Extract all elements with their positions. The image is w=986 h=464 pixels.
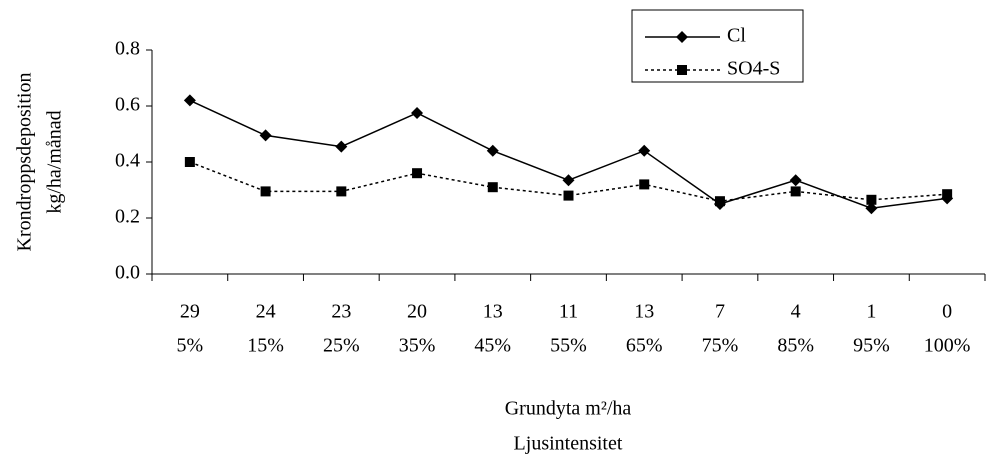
marker [184,157,195,167]
x-tick-sublabel: 100% [924,335,971,357]
marker [486,144,499,157]
marker [412,168,423,179]
marker [259,129,272,142]
x-tick-sublabel: 25% [323,335,360,357]
marker [790,186,801,197]
series-line [189,161,948,202]
marker [411,107,424,119]
x-tick-label: 7 [715,301,725,323]
y-axis-title: kg/ha/månad [44,110,66,213]
legend-label: SO4-S [727,58,780,80]
x-tick-label: 29 [180,301,200,323]
y-tick-label: 0.2 [115,206,140,228]
x-tick-sublabel: 45% [474,335,511,357]
marker [639,179,650,190]
x-tick-sublabel: 5% [177,335,204,357]
marker [638,144,651,157]
x-tick-label: 4 [791,301,801,323]
x-axis-title: Ljusintensitet [514,433,623,455]
x-tick-sublabel: 35% [399,335,436,357]
legend-marker [676,31,688,43]
legend-label: Cl [727,25,746,47]
y-tick-label: 0.4 [115,150,140,172]
x-tick-label: 23 [331,301,351,323]
marker [260,186,271,197]
y-tick-label: 0.0 [115,262,140,284]
marker [714,196,725,207]
marker [866,194,877,205]
y-tick-label: 0.6 [115,94,140,116]
x-tick-label: 13 [634,301,654,323]
marker [562,174,575,187]
marker [563,190,574,201]
x-tick-sublabel: 75% [702,335,739,357]
x-tick-sublabel: 65% [626,335,663,357]
x-tick-sublabel: 55% [550,335,587,357]
marker [335,140,348,153]
y-axis-title-line: Krondroppsdeposition [14,73,36,252]
marker [865,202,878,215]
marker [487,182,498,193]
y-axis-title: Krondroppsdeposition [14,73,36,252]
x-axis-title: Grundyta m²/ha [505,398,632,420]
legend-marker [677,65,687,75]
marker [789,174,802,187]
x-tick-label: 20 [407,301,427,323]
marker [942,189,953,200]
x-tick-sublabel: 85% [777,335,814,357]
x-tick-sublabel: 15% [247,335,284,357]
x-tick-label: 24 [256,301,276,323]
x-tick-label: 11 [559,301,578,323]
x-tick-sublabel: 95% [853,335,890,357]
marker [336,186,347,197]
x-tick-label: 0 [942,301,952,323]
marker [183,94,196,107]
y-axis-title-line: kg/ha/månad [44,110,66,213]
x-tick-label: 13 [483,301,503,323]
y-tick-label: 0.8 [115,38,140,60]
x-tick-label: 1 [866,301,876,323]
